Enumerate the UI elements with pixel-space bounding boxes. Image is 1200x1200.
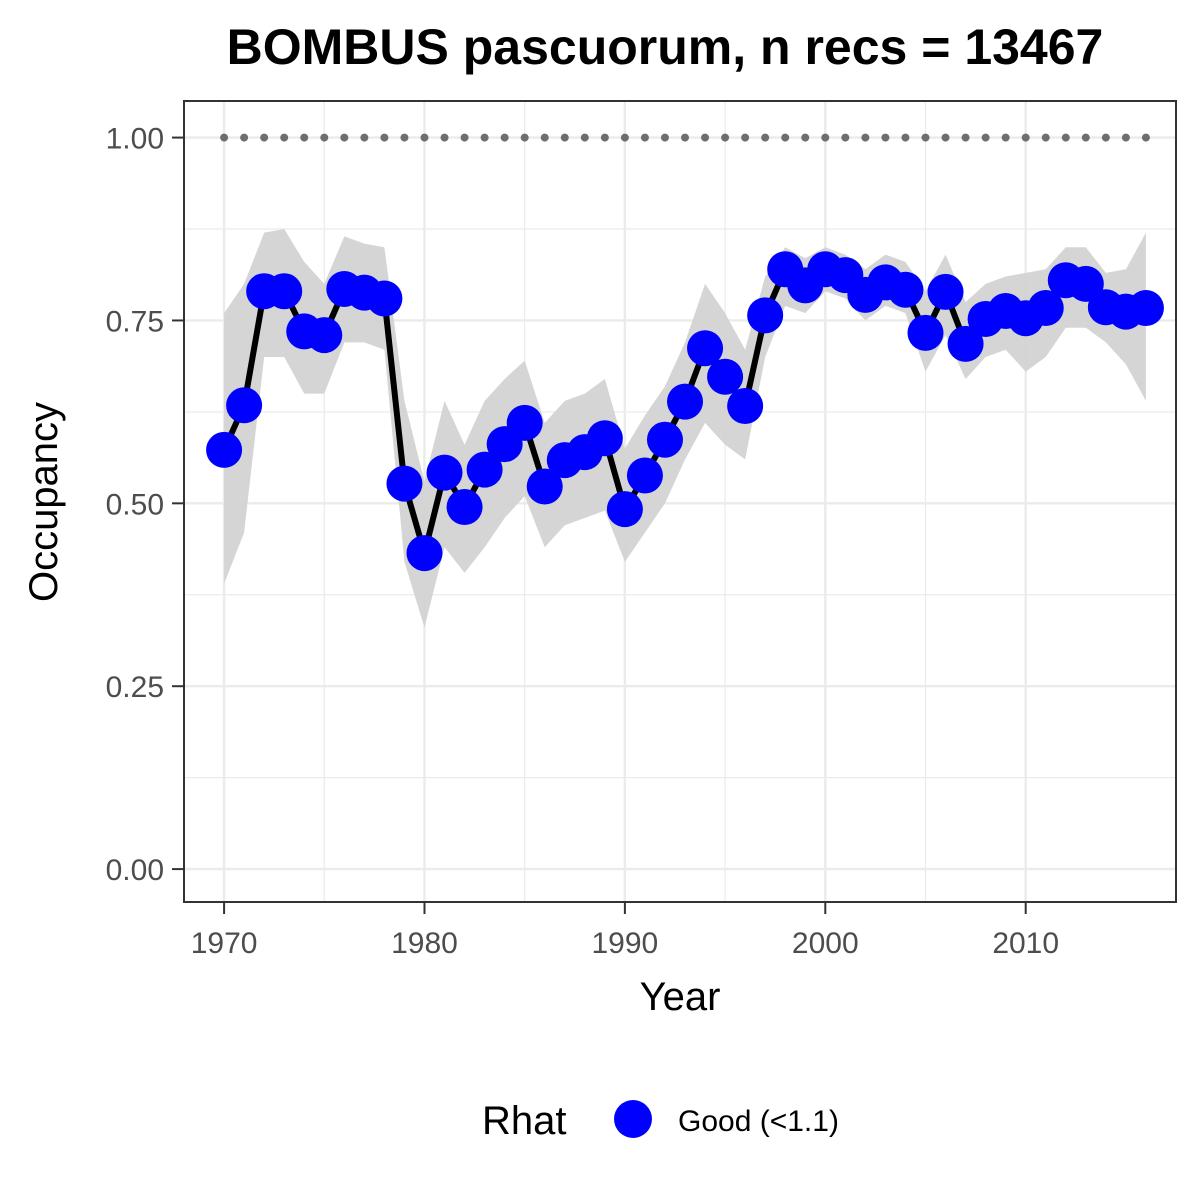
data-point xyxy=(306,317,343,354)
data-point xyxy=(606,491,643,528)
x-axis-ticks: 1970 1980 1990 2000 2010 xyxy=(191,902,1059,960)
data-point xyxy=(667,383,704,420)
data-point xyxy=(907,314,944,351)
y-tick-label: 1.00 xyxy=(106,123,164,156)
data-point xyxy=(226,387,263,424)
reference-point xyxy=(961,133,970,142)
reference-point xyxy=(981,133,990,142)
data-point xyxy=(466,451,503,488)
reference-point xyxy=(1081,133,1090,142)
x-tick-label: 1980 xyxy=(391,927,458,960)
data-point xyxy=(366,280,403,317)
reference-point xyxy=(761,133,770,142)
reference-point xyxy=(540,133,549,142)
data-point xyxy=(586,420,623,457)
reference-point xyxy=(1101,133,1110,142)
data-point xyxy=(1067,265,1104,302)
data-point xyxy=(727,388,764,425)
reference-point xyxy=(861,133,870,142)
reference-point xyxy=(881,133,890,142)
reference-point xyxy=(1121,133,1130,142)
data-point xyxy=(747,297,784,334)
reference-point xyxy=(921,133,930,142)
reference-point xyxy=(781,133,790,142)
reference-point xyxy=(400,133,409,142)
data-point xyxy=(1027,290,1064,327)
data-point xyxy=(1127,290,1164,327)
y-tick-label: 0.00 xyxy=(106,854,164,887)
reference-point xyxy=(240,133,249,142)
reference-point xyxy=(620,133,629,142)
data-point xyxy=(947,325,984,362)
data-point xyxy=(446,488,483,525)
data-point xyxy=(626,457,663,494)
x-tick-label: 1970 xyxy=(191,927,258,960)
data-point xyxy=(646,421,683,458)
data-point xyxy=(386,465,423,502)
reference-point xyxy=(640,133,649,142)
reference-point xyxy=(660,133,669,142)
reference-point xyxy=(901,133,910,142)
panel-border xyxy=(183,100,1177,903)
reference-point xyxy=(941,133,950,142)
reference-line-points xyxy=(220,133,1150,142)
data-point xyxy=(526,468,563,505)
grid-lines xyxy=(184,101,1176,902)
x-tick-label: 1990 xyxy=(592,927,659,960)
data-point xyxy=(406,535,443,572)
reference-point xyxy=(320,133,329,142)
reference-point xyxy=(360,133,369,142)
legend-label-good: Good (<1.1) xyxy=(678,1105,839,1138)
reference-point xyxy=(821,133,830,142)
reference-point xyxy=(280,133,289,142)
x-tick-label: 2010 xyxy=(992,927,1059,960)
data-point xyxy=(687,330,724,367)
reference-point xyxy=(801,133,810,142)
reference-point xyxy=(1061,133,1070,142)
reference-point xyxy=(260,133,269,142)
data-point xyxy=(266,273,303,310)
y-tick-label: 0.25 xyxy=(106,671,164,704)
y-axis-ticks: 0.00 0.25 0.50 0.75 1.00 xyxy=(106,123,184,887)
reference-point xyxy=(1021,133,1030,142)
reference-point xyxy=(460,133,469,142)
data-point xyxy=(887,271,924,308)
reference-point xyxy=(300,133,309,142)
reference-point xyxy=(1041,133,1050,142)
legend-key-good xyxy=(614,1100,652,1138)
reference-point xyxy=(520,133,529,142)
reference-point xyxy=(340,133,349,142)
reference-point xyxy=(440,133,449,142)
chart-title: BOMBUS pascuorum, n recs = 13467 xyxy=(227,19,1104,75)
reference-point xyxy=(841,133,850,142)
legend-title: Rhat xyxy=(482,1099,567,1143)
data-point xyxy=(506,404,543,441)
reference-point xyxy=(380,133,389,142)
y-tick-label: 0.75 xyxy=(106,305,164,338)
reference-point xyxy=(1001,133,1010,142)
reference-point xyxy=(600,133,609,142)
reference-point xyxy=(741,133,750,142)
reference-point xyxy=(681,133,690,142)
y-axis-title: Occupancy xyxy=(22,402,66,602)
data-point xyxy=(707,358,744,395)
reference-point xyxy=(480,133,489,142)
reference-point xyxy=(420,133,429,142)
data-point xyxy=(927,273,964,310)
x-tick-label: 2000 xyxy=(792,927,859,960)
occupancy-points xyxy=(206,251,1164,572)
reference-point xyxy=(721,133,730,142)
reference-point xyxy=(500,133,509,142)
reference-point xyxy=(580,133,589,142)
reference-point xyxy=(701,133,710,142)
reference-point xyxy=(560,133,569,142)
y-tick-label: 0.50 xyxy=(106,488,164,521)
data-point xyxy=(426,454,463,491)
x-axis-title: Year xyxy=(640,975,721,1019)
legend: Rhat Good (<1.1) xyxy=(482,1099,839,1143)
reference-point xyxy=(1141,133,1150,142)
data-point xyxy=(206,431,243,468)
reference-point xyxy=(220,133,229,142)
